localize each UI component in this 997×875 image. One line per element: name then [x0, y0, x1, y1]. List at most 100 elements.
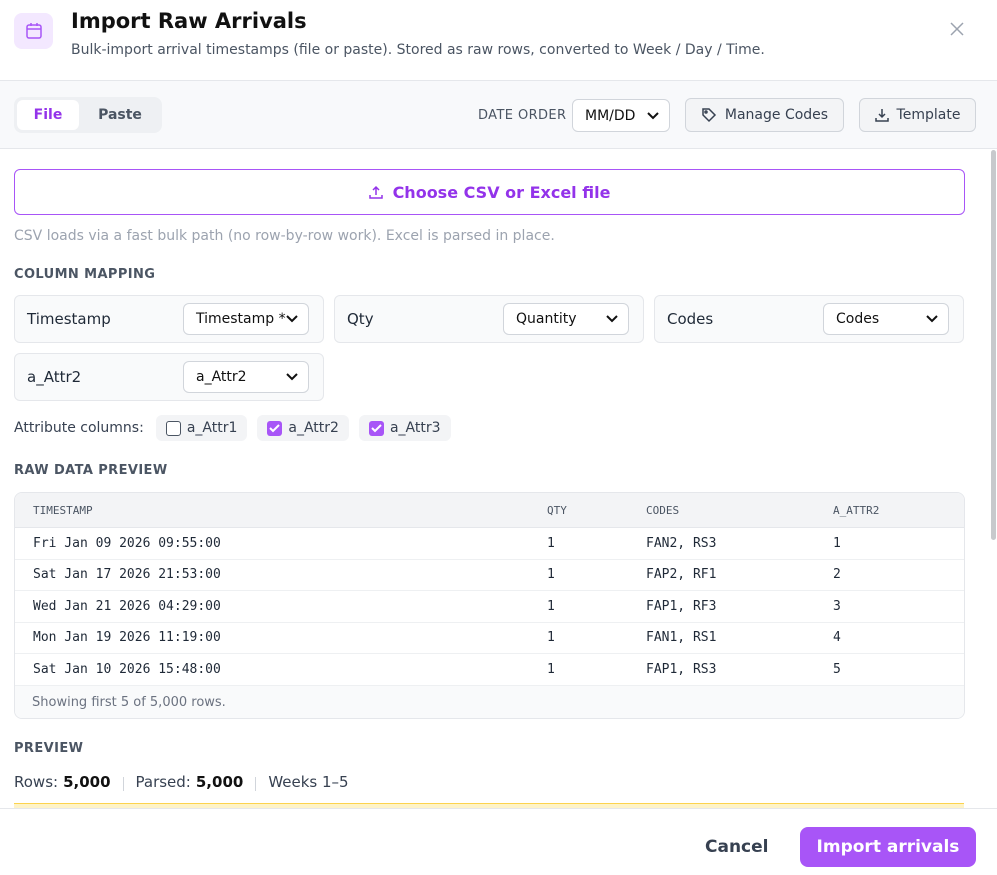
- field-label: a_Attr2: [27, 368, 82, 386]
- select-value: Timestamp *: [196, 311, 286, 327]
- close-button[interactable]: [950, 22, 964, 36]
- table-cell: 2: [833, 567, 841, 583]
- separator: [122, 777, 124, 791]
- template-button[interactable]: Template: [859, 98, 976, 132]
- column-header: TIMESTAMP: [33, 503, 93, 517]
- stat-value: 5,000: [63, 773, 111, 791]
- chevron: [926, 315, 938, 323]
- table-cell: 3: [833, 598, 841, 614]
- table-cell: 1: [547, 630, 555, 646]
- checkbox-label: a_Attr3: [389, 420, 441, 436]
- date-order-select[interactable]: MM/DD: [572, 99, 670, 132]
- select-value: Codes: [836, 311, 880, 327]
- table-cell: 5: [833, 661, 841, 677]
- subtitle: Bulk-import arrival timestamps (file or …: [71, 42, 765, 58]
- table-row: Sat Jan 10 2026 15:48:00 1 FAP1, RS3 5: [15, 654, 964, 686]
- attribute-checkbox[interactable]: a_Attr3: [358, 415, 451, 441]
- button-label: Choose CSV or Excel file: [392, 182, 611, 202]
- attribute-columns: Attribute columns: a_Attr1 a_Attr2 a_Attr3: [14, 414, 451, 442]
- stat: Rows: 5,000: [14, 773, 111, 791]
- field-label: Qty: [347, 310, 374, 328]
- attribute-checkbox[interactable]: a_Attr2: [257, 415, 349, 441]
- check-mark: [371, 423, 382, 432]
- preview-stats: Rows: 5,000 Parsed: 5,000 Weeks 1–5: [14, 773, 349, 791]
- field-select[interactable]: Quantity: [503, 303, 629, 335]
- table-row: Fri Jan 09 2026 09:55:00 1 FAN2, RS3 1: [15, 528, 964, 560]
- separator: [255, 777, 257, 791]
- table-cell: Wed Jan 21 2026 04:29:00: [33, 598, 221, 614]
- checkbox-label: a_Attr1: [186, 420, 238, 436]
- table-cell: 1: [547, 661, 555, 677]
- button-label: Manage Codes: [724, 107, 829, 123]
- table-cell: 1: [833, 535, 841, 551]
- field-label: Codes: [667, 310, 714, 328]
- table-cell: FAP2, RF1: [646, 567, 717, 583]
- manage-codes-button[interactable]: Manage Codes: [685, 98, 844, 132]
- table-cell: 1: [547, 535, 555, 551]
- tab-group: File Paste: [14, 97, 162, 133]
- chevron: [286, 373, 298, 381]
- attribute-label: Attribute columns:: [14, 420, 144, 436]
- import-button[interactable]: Import arrivals: [800, 827, 976, 867]
- table-cell: 1: [547, 598, 555, 614]
- column-header: QTY: [547, 503, 567, 517]
- stat-label: Weeks 1–5: [268, 773, 349, 791]
- date-order-label: DATE ORDER: [478, 108, 567, 123]
- table-cell: Fri Jan 09 2026 09:55:00: [33, 535, 221, 551]
- select-value: a_Attr2: [196, 369, 247, 385]
- choose-file-button[interactable]: Choose CSV or Excel file: [14, 169, 965, 215]
- stat: Parsed: 5,000: [136, 773, 244, 791]
- field-label: Timestamp: [27, 310, 111, 328]
- table-cell: 4: [833, 630, 841, 646]
- stat-label: Parsed:: [135, 773, 191, 791]
- mapping-field: Qty Quantity: [334, 295, 644, 343]
- chevron: [606, 315, 618, 323]
- checkbox: [165, 420, 181, 436]
- cancel-button[interactable]: Cancel: [705, 837, 769, 857]
- mapping-field: a_Attr2 a_Attr2: [14, 353, 324, 401]
- header-icon: [14, 13, 53, 49]
- stat-label: Rows:: [14, 773, 59, 791]
- tab[interactable]: File: [17, 100, 79, 130]
- section-title: PREVIEW: [14, 741, 84, 756]
- field-select[interactable]: Timestamp *: [183, 303, 309, 335]
- section-title: RAW DATA PREVIEW: [14, 463, 168, 478]
- table-footer: Showing first 5 of 5,000 rows.: [15, 685, 964, 718]
- select-value: MM/DD: [585, 107, 636, 124]
- check-mark: [269, 423, 281, 432]
- section-title: COLUMN MAPPING: [14, 267, 156, 282]
- column-header: CODES: [646, 503, 680, 517]
- stat-value: 5,000: [195, 773, 244, 791]
- table-cell: FAP1, RS3: [646, 661, 717, 677]
- field-select[interactable]: a_Attr2: [183, 361, 309, 393]
- table-row: Sat Jan 17 2026 21:53:00 1 FAP2, RF1 2: [15, 560, 964, 591]
- tab[interactable]: Paste: [98, 107, 142, 123]
- stat: Weeks 1–5: [268, 773, 348, 791]
- button-label: Template: [896, 107, 961, 123]
- table-cell: FAP1, RF3: [646, 598, 717, 614]
- checkbox: [368, 420, 384, 436]
- table-header: TIMESTAMP QTY CODES A_ATTR2: [15, 493, 964, 528]
- table-cell: Sat Jan 10 2026 15:48:00: [33, 661, 221, 677]
- table-cell: FAN2, RS3: [646, 535, 717, 551]
- table-cell: 1: [547, 567, 555, 583]
- table-row: Mon Jan 19 2026 11:19:00 1 FAN1, RS1 4: [15, 623, 964, 654]
- table-cell: Sat Jan 17 2026 21:53:00: [33, 567, 221, 583]
- raw-table: TIMESTAMP QTY CODES A_ATTR2 Fri Jan 09 2026…: [14, 492, 965, 719]
- footer: Cancel Import arrivals: [0, 808, 997, 875]
- table-row: Wed Jan 21 2026 04:29:00 1 FAP1, RF3 3: [15, 591, 964, 623]
- column-header: A_ATTR2: [833, 503, 880, 517]
- scrollbar: [991, 150, 996, 540]
- mapping-field: Codes Codes: [654, 295, 964, 343]
- table-cell: FAN1, RS1: [646, 630, 717, 646]
- toolbar: File Paste DATE ORDER MM/DD Manage Codes…: [0, 80, 997, 149]
- table-cell: Mon Jan 19 2026 11:19:00: [33, 630, 221, 646]
- mapping-field: Timestamp Timestamp *: [14, 295, 324, 343]
- attribute-checkbox[interactable]: a_Attr1: [155, 415, 248, 441]
- field-select[interactable]: Codes: [823, 303, 949, 335]
- chevron: [286, 315, 298, 323]
- title: Import Raw Arrivals: [71, 9, 307, 33]
- file-hint: CSV loads via a fast bulk path (no row-b…: [14, 228, 555, 244]
- checkbox: [267, 420, 283, 436]
